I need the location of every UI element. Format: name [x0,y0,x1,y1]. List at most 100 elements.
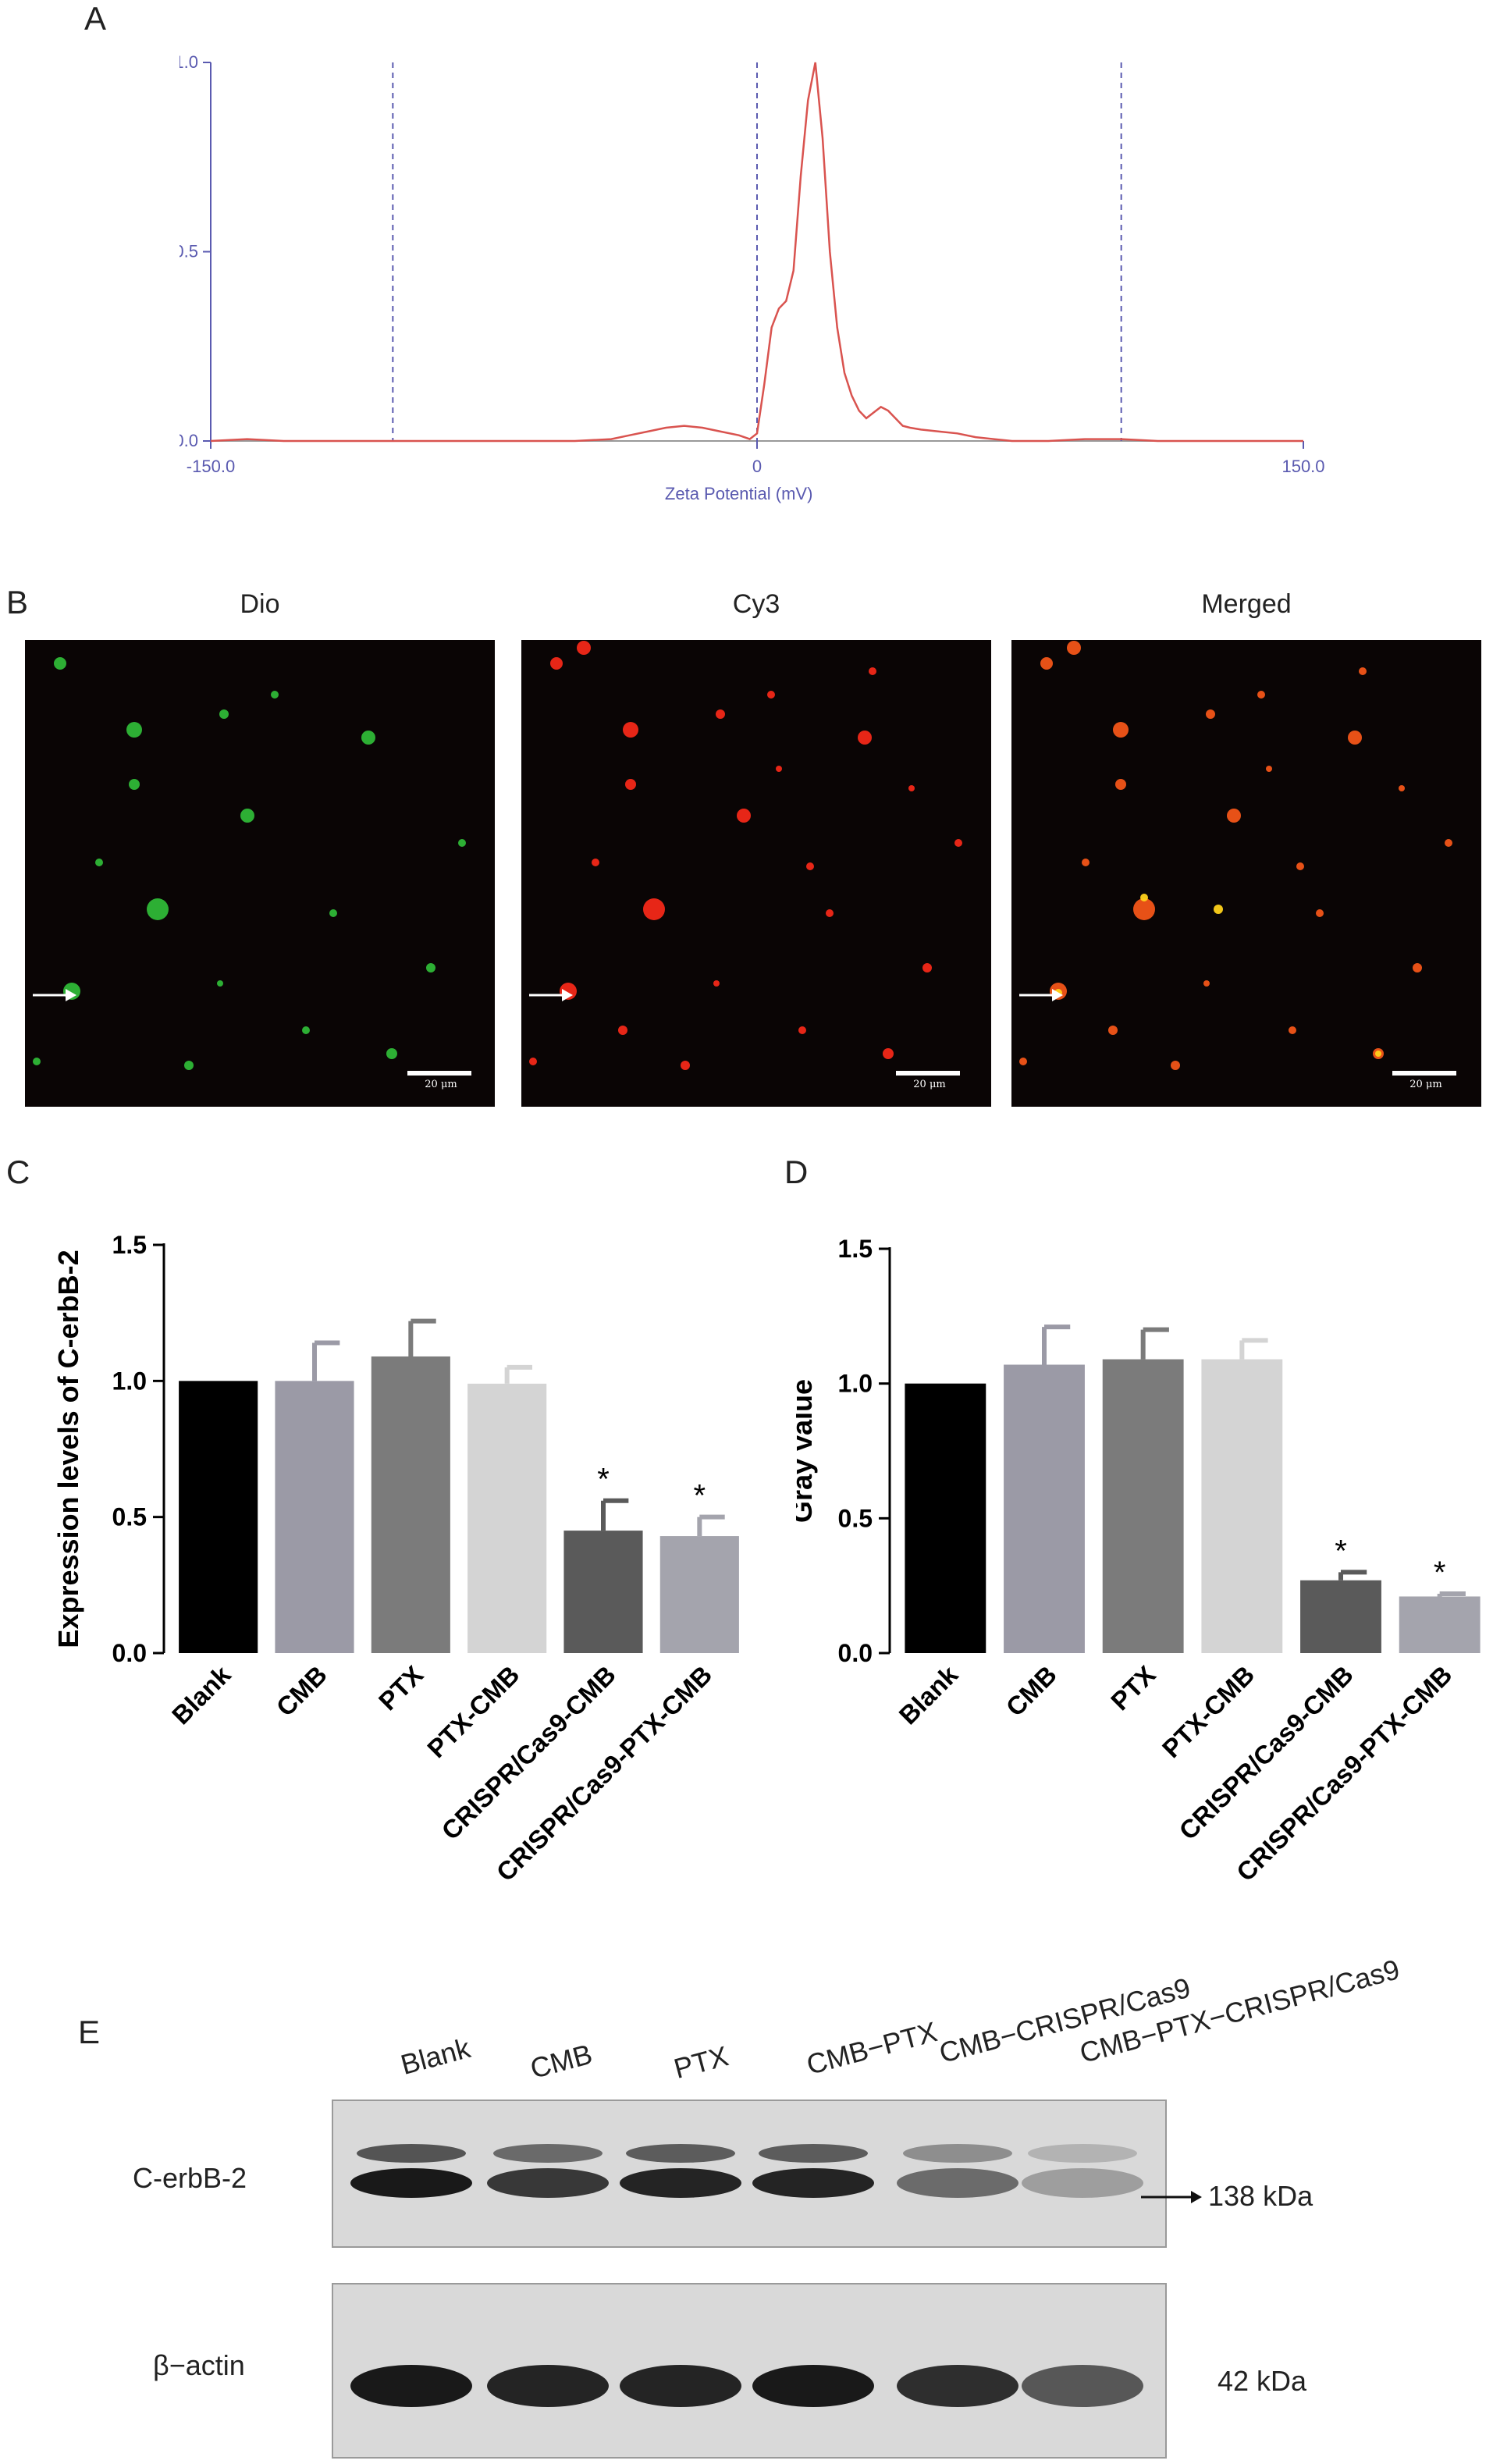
y-axis-label: Gray value [796,1379,818,1523]
lane-label-cmb-ptx: CMB−PTX [803,2015,940,2082]
scale-bar-label: 20 μm [913,1079,946,1090]
merged-particle [1171,1061,1180,1070]
red-particle [550,657,563,670]
green-particle [33,1058,41,1065]
bar-crispr-cas9-ptx-cmb [659,1536,739,1653]
red-particle [577,641,591,655]
red-particle [883,1048,894,1059]
arrow-head-icon [1052,989,1063,1001]
merged-particle [1115,779,1126,790]
red-particle [954,839,962,847]
x-tick-label: 150.0 [1281,457,1324,476]
red-particle [625,779,636,790]
bar-crispr-cas9-ptx-cmb [1399,1596,1481,1653]
merged-particle [1257,691,1265,699]
merged-particle [1203,980,1210,987]
bar-blank [905,1383,986,1653]
scale-bar-label: 20 μm [1409,1079,1442,1090]
y-tick-label: 1.0 [838,1370,873,1398]
scale-bar-label: 20 μm [425,1079,457,1090]
merged-particles [1019,641,1452,1070]
bar-cmb [1004,1364,1085,1653]
blot-band-upper [493,2144,603,2163]
bar-ptx [371,1356,450,1653]
band-arrow [1141,2191,1202,2203]
merged-particle [1082,859,1090,866]
red-particle [716,709,725,719]
red-particle [737,809,751,823]
blot-band [897,2168,1018,2198]
western-blot-actin [332,2283,1167,2459]
scale-bar [1392,1071,1456,1076]
red-particle [806,862,814,870]
red-particle [529,1058,537,1065]
green-particle [240,809,254,823]
y-tick-label: 1.0 [180,52,198,72]
y-tick-label: 1.5 [112,1231,147,1259]
x-tick-label: -150.0 [187,457,235,476]
y-tick-label: 1.5 [838,1235,873,1263]
merged-particle [1019,1058,1027,1065]
zeta-potential-chart: 0.0 0.5 1.0 -150.0 0 150.0 Zeta Potential (mV)… [180,52,1325,503]
blot-band-upper [357,2144,466,2163]
scale-bar [896,1071,960,1076]
green-particle [458,839,466,847]
blot-band [620,2168,741,2198]
blot-band-upper [759,2144,868,2163]
y-tick-label: 0.0 [180,431,198,450]
micrograph-merged: 20 μm [1011,640,1481,1107]
merged-particle [1399,785,1405,791]
blot-band [1022,2168,1143,2198]
lane-label-cmb: CMB [527,2037,596,2085]
red-particle [713,980,720,987]
lane-label-blank: Blank [397,2032,474,2082]
significance-marker: * [1335,1534,1347,1568]
gray-value-bar-chart: 0.0 0.5 1.0 1.5 Gray value Blank CMB PTXPTX-CMB… [796,1235,1481,1886]
green-particle [302,1026,310,1034]
merged-particle [1266,766,1272,772]
x-tick-label: PTX [373,1660,429,1716]
x-axis-label: Zeta Potential (mV) [665,484,813,503]
bar-blank [179,1381,258,1653]
y-tick-label: 1.0 [112,1367,147,1395]
red-particle [922,963,932,972]
micrograph-title-merged: Merged [1201,589,1292,619]
merged-particle [1067,641,1081,655]
merged-particle [1359,667,1367,675]
zeta-potential-series [210,62,1303,443]
y-axis-label: Expression levels of C-erbB-2 [52,1250,84,1648]
merged-particle [1413,963,1422,972]
red-particle [776,766,782,772]
scale-bar [407,1071,471,1076]
green-particle [54,657,66,670]
significance-marker: * [597,1463,610,1497]
blot-band-upper [626,2144,735,2163]
x-tick-label: CRISPR/Cas9-CMB [435,1660,621,1846]
significance-marker: * [694,1479,706,1513]
green-particle [386,1048,397,1059]
x-tick-label: PTX [1105,1660,1161,1716]
arrow-head-icon [562,989,573,1001]
size-label-42: 42 kDa [1218,2365,1307,2397]
significance-marker: * [1434,1556,1446,1590]
micrograph-title-dio: Dio [240,589,280,619]
micrograph-dio: 20 μm [25,640,495,1107]
red-particle [798,1026,806,1034]
merged-particle [1133,898,1155,920]
bar-crispr-cas9-cmb [1300,1580,1381,1653]
bar-ptx-cmb [467,1383,547,1653]
merged-particle [1348,731,1362,745]
merged-particle [1316,909,1324,917]
panel-a-label: A [84,0,107,37]
red-particle [908,785,915,791]
x-tick-label: CRISPR/Cas9-CMB [1173,1660,1359,1846]
green-particle [126,722,142,738]
size-label-138: 138 kDa [1208,2180,1313,2212]
merged-particle [1206,709,1215,719]
merged-particle [1296,862,1304,870]
y-tick-label: 0.5 [180,242,198,261]
x-tick-label: CMB [1001,1660,1062,1722]
blot-band [487,2168,609,2198]
red-particle [618,1026,627,1035]
green-particle [217,980,223,987]
